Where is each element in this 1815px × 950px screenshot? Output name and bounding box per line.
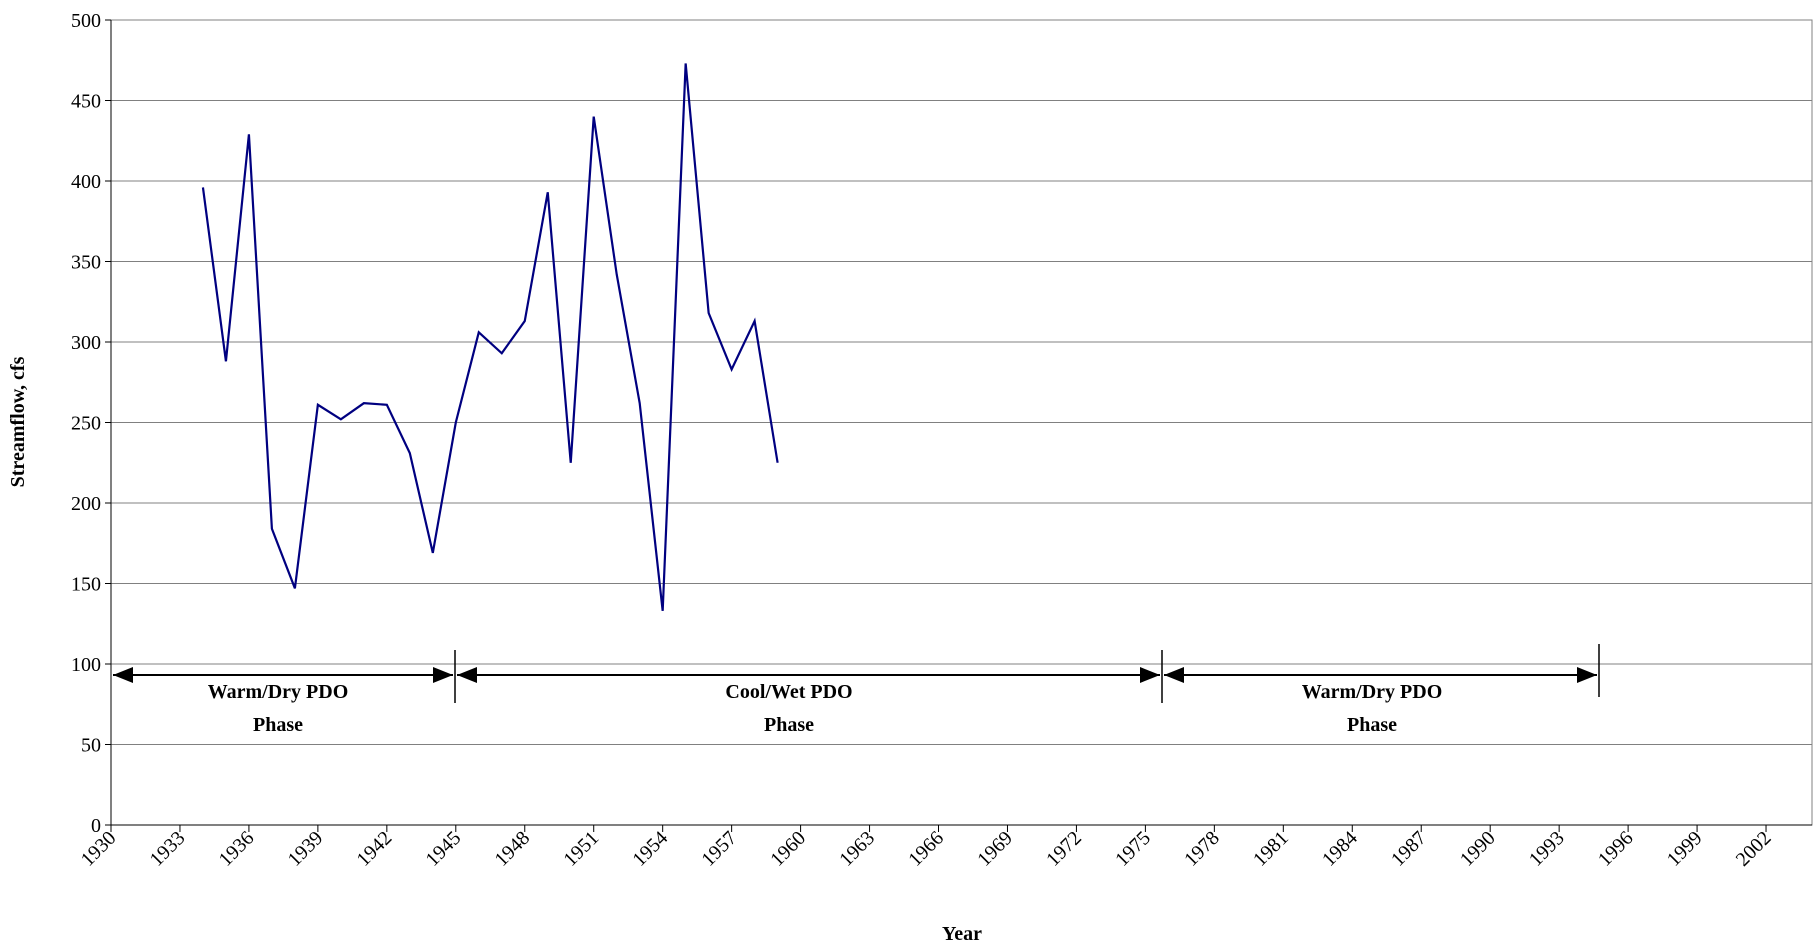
x-tick-label: 1942 xyxy=(353,827,397,871)
x-tick-label: 1960 xyxy=(766,827,810,871)
x-tick-label: 1948 xyxy=(490,827,534,871)
phase-label: Phase xyxy=(253,714,303,736)
y-tick-label: 200 xyxy=(71,493,101,515)
phase-label: Cool/Wet PDO xyxy=(725,681,852,703)
y-tick-label: 50 xyxy=(81,735,101,757)
x-tick-label: 1969 xyxy=(973,827,1017,871)
phase-label: Phase xyxy=(764,714,814,736)
y-tick-label: 500 xyxy=(71,10,101,32)
x-tick-label: 1966 xyxy=(904,827,948,871)
x-tick-label: 1933 xyxy=(146,827,190,871)
y-tick-label: 300 xyxy=(71,332,101,354)
x-tick-label: 1987 xyxy=(1387,827,1431,871)
y-tick-label: 450 xyxy=(71,91,101,113)
x-tick-label: 1990 xyxy=(1456,827,1500,871)
data-line xyxy=(201,63,779,611)
x-tick-label: 1936 xyxy=(215,827,259,871)
phase-label: Warm/Dry PDO xyxy=(1302,681,1443,703)
x-tick-label: 1975 xyxy=(1111,827,1155,871)
x-tick-label: 1996 xyxy=(1594,827,1638,871)
y-tick-label: 0 xyxy=(91,815,101,837)
phase-label: Warm/Dry PDO xyxy=(208,681,349,703)
x-axis-title: Year xyxy=(942,923,982,945)
x-tick-label: 1939 xyxy=(284,827,328,871)
x-tick-label: 1993 xyxy=(1525,827,1569,871)
x-tick-label: 1954 xyxy=(628,827,672,871)
x-tick-label: 1930 xyxy=(77,827,121,871)
x-tick-label: 2002 xyxy=(1732,827,1776,871)
x-tick-label: 1978 xyxy=(1180,827,1224,871)
x-tick-label: 1957 xyxy=(697,827,741,871)
y-tick-label: 150 xyxy=(71,574,101,596)
y-tick-label: 100 xyxy=(71,654,101,676)
y-tick-label: 250 xyxy=(71,413,101,435)
x-tick-label: 1984 xyxy=(1318,827,1362,871)
x-tick-label: 1981 xyxy=(1249,827,1293,871)
phase-label: Phase xyxy=(1347,714,1397,736)
x-tick-label: 1945 xyxy=(421,827,465,871)
x-tick-label: 1972 xyxy=(1042,827,1086,871)
y-axis-title: Streamflow, cfs xyxy=(7,356,29,487)
x-tick-label: 1963 xyxy=(835,827,879,871)
x-tick-label: 1999 xyxy=(1663,827,1707,871)
y-tick-label: 350 xyxy=(71,252,101,274)
x-tick-label: 1951 xyxy=(559,827,603,871)
y-tick-label: 400 xyxy=(71,171,101,193)
